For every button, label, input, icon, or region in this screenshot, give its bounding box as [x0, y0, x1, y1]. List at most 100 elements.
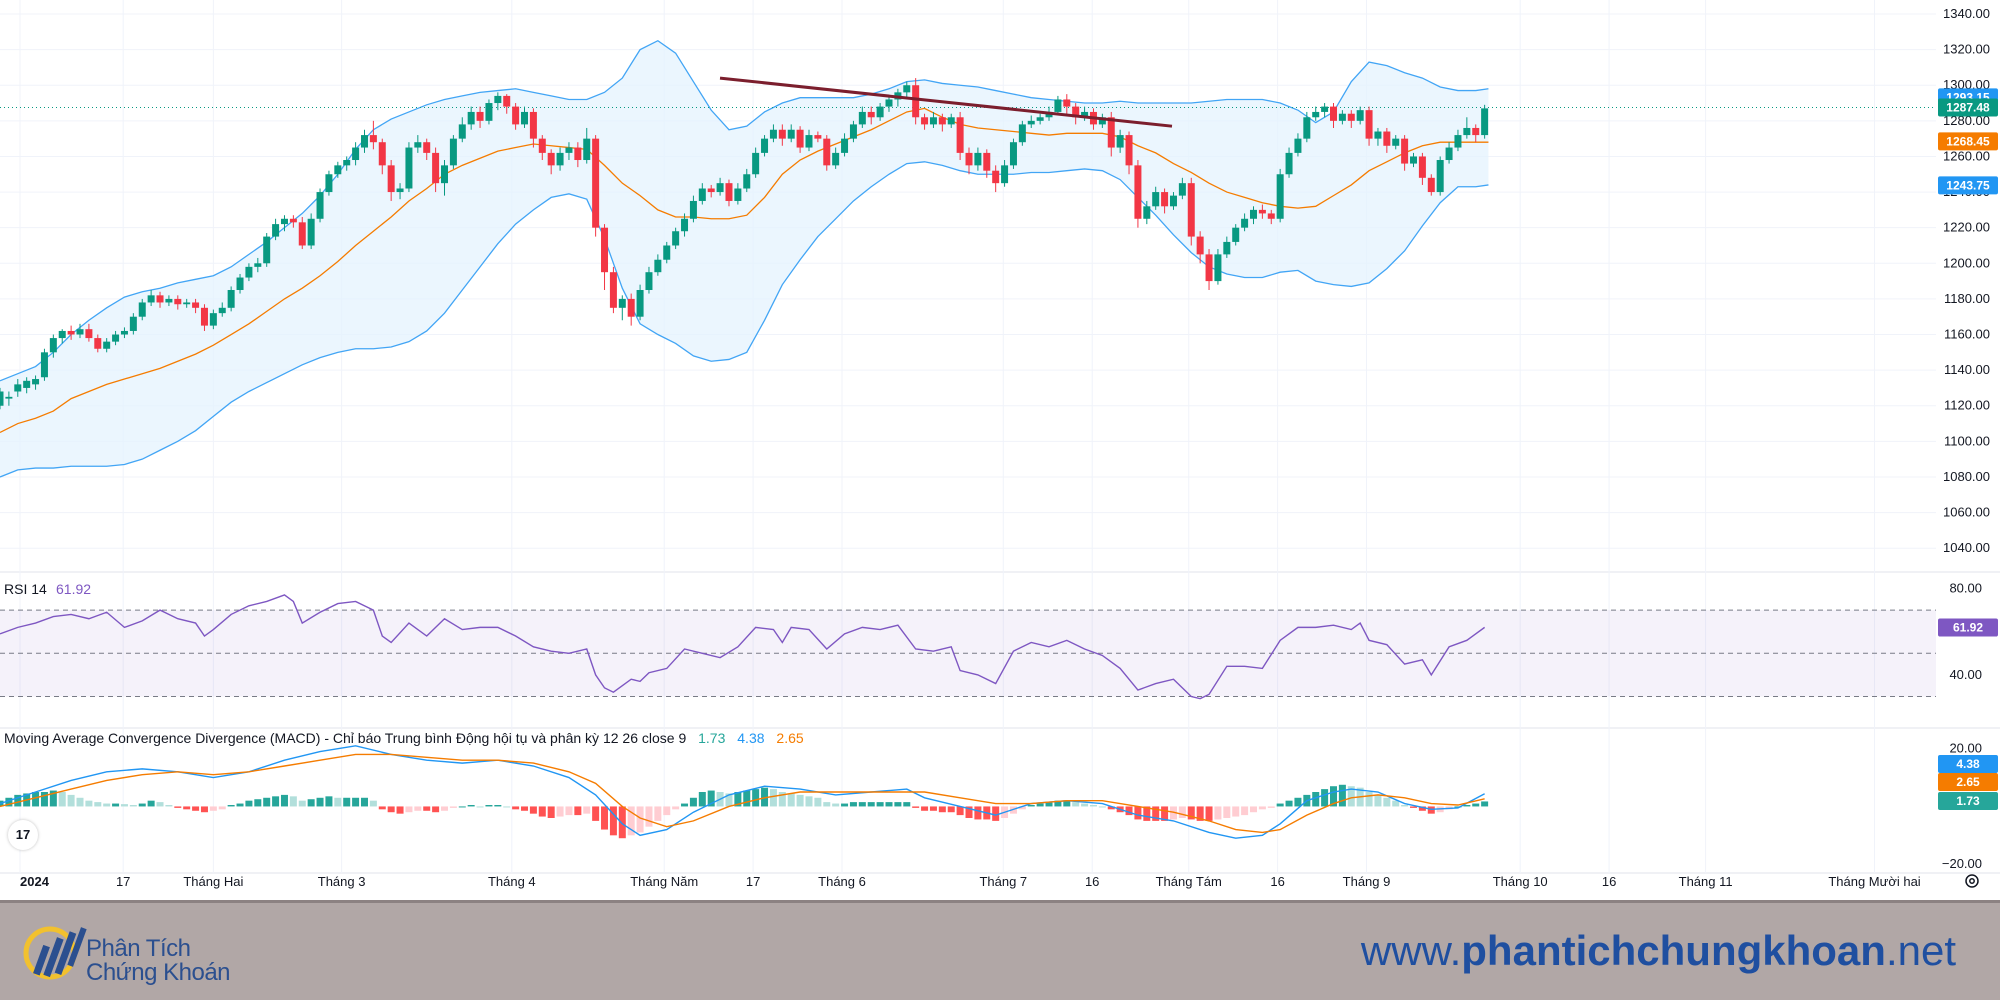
candle-body	[476, 111, 484, 121]
candle-body	[556, 152, 564, 166]
candle-body	[236, 277, 244, 290]
candle-body	[1472, 127, 1480, 136]
macd-line	[0, 745, 1485, 839]
candle-body	[378, 142, 386, 166]
macd-histogram-bar	[529, 806, 537, 814]
macd-histogram-bar	[921, 806, 929, 811]
candle-body	[983, 152, 991, 171]
macd-histogram-bar	[645, 806, 653, 827]
candle-body	[645, 272, 653, 290]
candle-body	[174, 298, 182, 305]
macd-histogram-bar	[1205, 806, 1213, 821]
time-tick-label: Tháng Năm	[630, 874, 698, 889]
candle-body	[1098, 117, 1106, 125]
candle-body	[938, 117, 946, 125]
macd-histogram-bar	[49, 790, 57, 807]
macd-histogram-bar	[449, 806, 457, 808]
candle-body	[360, 135, 368, 148]
macd-histogram-bar	[227, 805, 235, 807]
macd-histogram-bar	[494, 805, 502, 807]
website-url[interactable]: www.phantichchungkhoan.net	[1361, 927, 1956, 975]
candle-body	[725, 183, 733, 201]
macd-histogram-bar	[956, 806, 964, 816]
macd-histogram-bar	[1045, 802, 1053, 807]
macd-histogram-bar	[174, 806, 182, 808]
candle-body	[1427, 177, 1435, 193]
candle-body	[912, 85, 920, 118]
time-tick-label: 17	[746, 874, 760, 889]
macd-histogram-bar	[1258, 806, 1266, 810]
macd-histogram-bar	[796, 794, 804, 807]
candlesticks[interactable]	[0, 78, 1489, 410]
candle-body	[565, 147, 573, 153]
time-tick-label: Tháng Tám	[1156, 874, 1222, 889]
macd-histogram-bar	[698, 792, 706, 807]
chart-area[interactable]: 1040.00 1060.00 1080.00 1100.00 1120.00 1140.…	[0, 0, 2000, 900]
macd-histogram-bar	[183, 806, 191, 810]
candle-body	[1063, 99, 1071, 107]
price-tag: 1268.45	[1946, 134, 1990, 148]
macd-histogram-bar	[218, 806, 226, 810]
trendline[interactable]	[719, 76, 1173, 128]
macd-signal-value: 2.65	[776, 730, 803, 746]
macd-histogram-bar	[601, 806, 609, 830]
macd-title-text: Moving Average Convergence Divergence (M…	[4, 730, 686, 746]
rsi-tick-label: 40.00	[1949, 667, 1982, 682]
candle-body	[636, 290, 644, 317]
candle-body	[14, 384, 22, 392]
macd-histogram-bar	[1063, 800, 1071, 807]
candle-body	[343, 160, 351, 166]
candle-body	[1303, 117, 1311, 139]
candle-body	[183, 302, 191, 305]
candle-body	[218, 307, 226, 314]
macd-pane	[0, 745, 1489, 839]
macd-histogram-bar	[521, 806, 529, 811]
macd-histogram-bar	[787, 793, 795, 807]
candle-body	[823, 138, 831, 166]
candle-body	[85, 329, 93, 339]
macd-histogram-bar	[467, 805, 475, 807]
candle-body	[654, 259, 662, 273]
brand-name-line1: Phân Tích	[86, 935, 191, 962]
macd-histogram-bar	[1223, 806, 1231, 818]
macd-histogram-bar	[263, 797, 271, 807]
macd-histogram-bar	[627, 806, 635, 836]
tradingview-logo[interactable]: 17	[8, 820, 38, 850]
macd-histogram-bar	[938, 806, 946, 813]
macd-histogram-bar	[85, 800, 93, 807]
macd-histogram-bar	[849, 802, 857, 807]
candle-body	[538, 138, 546, 153]
candle-body	[1436, 160, 1444, 193]
macd-histogram-bar	[947, 806, 955, 813]
macd-histogram-bar	[1410, 806, 1418, 808]
pane-labels: RSI 14 61.92 Moving Average Convergence …	[4, 581, 804, 746]
candle-body	[1116, 135, 1124, 148]
candle-body	[1196, 236, 1204, 255]
candle-body	[1178, 183, 1186, 196]
macd-histogram-bar	[1454, 806, 1462, 808]
candle-body	[209, 313, 217, 326]
candle-body	[1401, 138, 1409, 164]
settings-gear-icon[interactable]	[1963, 872, 1981, 890]
candle-body	[1330, 106, 1337, 121]
candle-body	[369, 135, 377, 143]
macd-histogram-bar	[1383, 797, 1391, 807]
price-tick-label: 1280.00	[1943, 113, 1990, 128]
candle-body	[49, 338, 57, 353]
time-tick-label: Tháng 3	[318, 874, 366, 889]
candle-body	[849, 124, 857, 139]
candle-body	[1081, 111, 1089, 118]
price-tick-label: 1340.00	[1943, 6, 1990, 21]
macd-histogram-bar	[876, 802, 884, 807]
macd-histogram-bar	[636, 806, 644, 833]
candle-body	[1205, 254, 1213, 282]
brand-name-line2: Chứng Khoán	[86, 959, 231, 986]
macd-histogram-bar	[609, 806, 617, 836]
candle-body	[467, 111, 475, 125]
candle-body	[0, 391, 4, 406]
candle-body	[929, 117, 937, 125]
macd-histogram-bar	[458, 806, 466, 808]
macd-histogram-bar	[1365, 792, 1373, 807]
candle-body	[956, 117, 964, 153]
candle-body	[858, 111, 866, 125]
